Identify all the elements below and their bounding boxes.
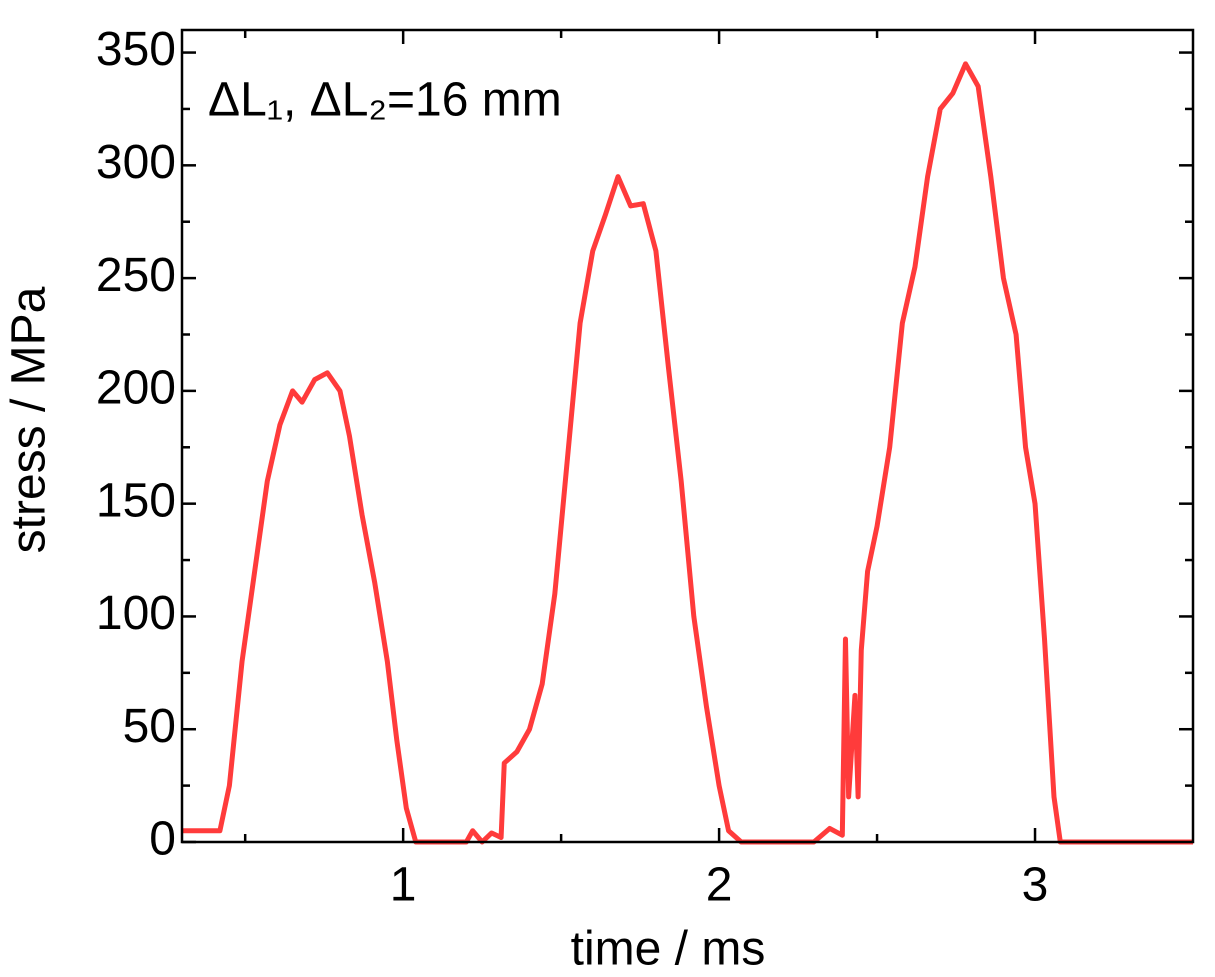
y-tick-label: 350: [96, 23, 176, 76]
x-tick-label: 3: [1022, 859, 1049, 912]
y-tick-label: 150: [96, 474, 176, 527]
data-line: [182, 61, 1193, 845]
y-tick-label: 200: [96, 362, 176, 415]
y-tick-label: 0: [149, 813, 176, 866]
x-axis-label: time / ms: [571, 923, 766, 976]
y-tick-label: 100: [96, 587, 176, 640]
y-tick-label: 250: [96, 249, 176, 302]
y-tick-label: 300: [96, 136, 176, 189]
plot-frame: [180, 28, 1195, 844]
x-tick-label: 2: [706, 859, 733, 912]
annotation: ΔL₁, ΔL₂=16 mm: [208, 74, 562, 127]
x-tick-label: 1: [390, 859, 417, 912]
y-axis-label: stress / MPa: [3, 286, 56, 553]
y-tick-label: 50: [123, 700, 176, 753]
